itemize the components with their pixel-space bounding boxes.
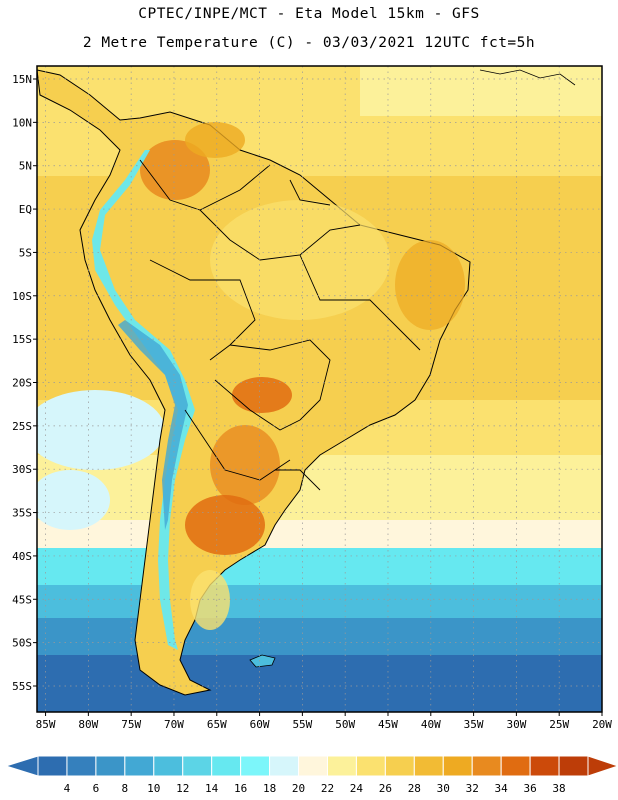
longitude-axis: 85W 80W 75W 70W 65W 60W 55W 50W 45W 40W 35W 30W 25W 2… bbox=[36, 712, 612, 731]
latitude-axis: 15N 10N 5N EQ 5S 10S 15S 20S 25S 30S 35S 40S 45S 50S 5… bbox=[12, 73, 37, 693]
ocean-cold-band-4 bbox=[37, 655, 602, 712]
lon-label: 65W bbox=[207, 718, 227, 731]
ocean-cold-band-2 bbox=[37, 585, 602, 620]
colorbar-label: 12 bbox=[176, 782, 189, 795]
warm-patagonia bbox=[190, 570, 230, 630]
lon-label: 75W bbox=[121, 718, 141, 731]
lon-label: 25W bbox=[549, 718, 569, 731]
lat-label: 5S bbox=[19, 246, 32, 259]
hot-colombia bbox=[140, 140, 210, 200]
lon-label: 40W bbox=[421, 718, 441, 731]
colorbar-label: 32 bbox=[466, 782, 479, 795]
ocean-cold-band-3 bbox=[37, 618, 602, 658]
andes-cold-spine bbox=[92, 150, 195, 650]
lon-label: 70W bbox=[164, 718, 184, 731]
ocean-cool-band bbox=[37, 520, 602, 550]
lat-label: 10N bbox=[12, 116, 32, 129]
lon-label: 20W bbox=[592, 718, 612, 731]
colorbar-label: 38 bbox=[552, 782, 565, 795]
lat-label: 20S bbox=[12, 376, 32, 389]
colorbar-label: 28 bbox=[408, 782, 421, 795]
lon-label: 60W bbox=[250, 718, 270, 731]
lat-label: 15N bbox=[12, 73, 32, 86]
temperature-map: 15N 10N 5N EQ 5S 10S 15S 20S 25S 30S 35S 40S 45S 50S 5… bbox=[12, 65, 612, 731]
colorbar-label: 36 bbox=[523, 782, 536, 795]
colorbar-label: 6 bbox=[93, 782, 100, 795]
lat-label: 50S bbox=[12, 637, 32, 650]
lat-label: EQ bbox=[19, 203, 32, 216]
lat-label: 40S bbox=[12, 550, 32, 563]
lat-label: 5N bbox=[19, 160, 32, 173]
map-frame bbox=[36, 65, 603, 713]
lat-label: 15S bbox=[12, 333, 32, 346]
lat-label: 55S bbox=[12, 680, 32, 693]
hot-argentina-north bbox=[210, 425, 280, 505]
lon-label: 50W bbox=[335, 718, 355, 731]
colorbar-label: 34 bbox=[495, 782, 509, 795]
country-borders bbox=[139, 159, 421, 491]
colorbar-label: 4 bbox=[64, 782, 71, 795]
falkland-islands bbox=[249, 654, 276, 668]
lon-label: 35W bbox=[464, 718, 484, 731]
andes-cold-core bbox=[118, 320, 188, 530]
colorbar-label: 14 bbox=[205, 782, 219, 795]
lat-label: 35S bbox=[12, 507, 32, 520]
colorbar-label: 8 bbox=[122, 782, 129, 795]
hot-paraguay bbox=[232, 377, 292, 413]
colorbar-label: 18 bbox=[263, 782, 276, 795]
colorbar-label: 30 bbox=[437, 782, 450, 795]
hot-venezuela bbox=[185, 122, 245, 158]
lat-label: 25S bbox=[12, 420, 32, 433]
map-gridlines bbox=[37, 66, 603, 712]
lat-label: 45S bbox=[12, 593, 32, 606]
colorbar-label: 20 bbox=[292, 782, 305, 795]
lat-label: 10S bbox=[12, 290, 32, 303]
colorbar-label: 26 bbox=[379, 782, 392, 795]
colorbar-label: 22 bbox=[321, 782, 334, 795]
caribbean-islands bbox=[479, 69, 576, 86]
pacific-cool-patch-2 bbox=[37, 470, 110, 530]
hot-northeast-brazil bbox=[395, 240, 465, 330]
lon-label: 30W bbox=[506, 718, 526, 731]
lon-label: 80W bbox=[78, 718, 98, 731]
ocean-cold-band-1 bbox=[37, 548, 602, 588]
lon-label: 55W bbox=[292, 718, 312, 731]
title-line-1: CPTEC/INPE/MCT - Eta Model 15km - GFS bbox=[138, 6, 480, 22]
colorbar-label: 24 bbox=[350, 782, 364, 795]
lon-label: 45W bbox=[378, 718, 398, 731]
lat-label: 30S bbox=[12, 463, 32, 476]
warm-amazon bbox=[210, 200, 390, 320]
hot-argentina-pampa bbox=[185, 495, 265, 555]
lon-label: 85W bbox=[36, 718, 56, 731]
title-line-2: 2 Metre Temperature (C) - 03/03/2021 12U… bbox=[82, 35, 536, 51]
pacific-cool-patch bbox=[37, 390, 165, 470]
ocean-north-band bbox=[360, 66, 602, 116]
colorbar-label: 16 bbox=[234, 782, 247, 795]
colorbar-label: 10 bbox=[147, 782, 160, 795]
